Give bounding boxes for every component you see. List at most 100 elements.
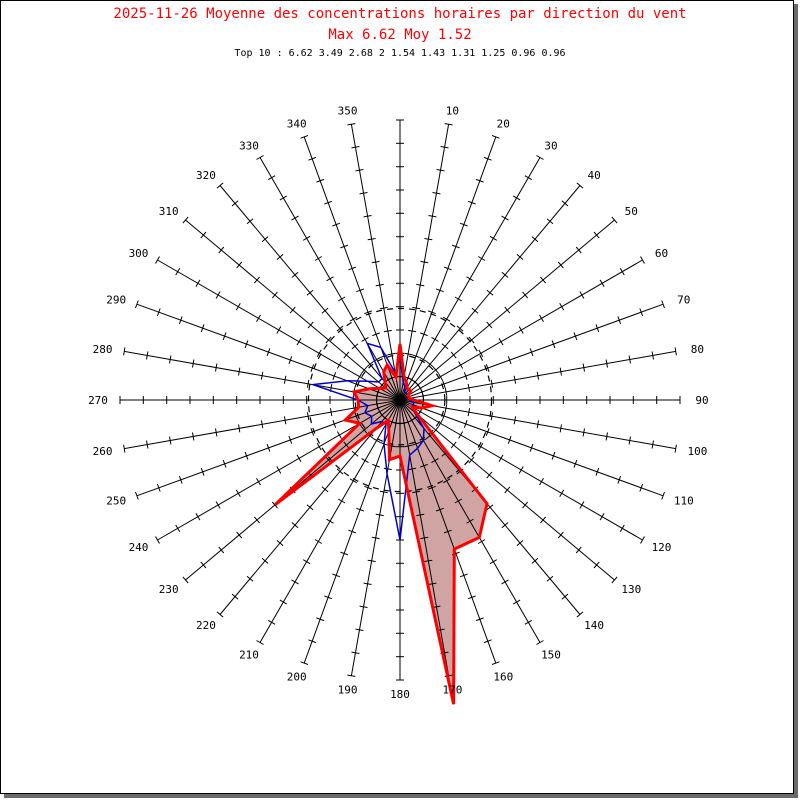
direction-label-190: 190 [338,684,358,697]
tick [536,640,544,645]
tick [380,354,388,358]
tick [371,536,380,540]
tick [178,316,183,325]
tick [518,466,524,474]
tick [557,531,564,539]
tick [256,640,264,645]
tick [483,639,492,644]
tick [498,454,504,463]
tick [343,441,350,449]
tick [354,412,358,420]
tick [314,256,323,261]
tick [507,435,512,444]
direction-label-70: 70 [677,293,690,306]
tick [450,441,457,449]
tick [477,539,486,544]
tick [361,426,368,434]
tick [324,200,333,205]
tick [536,420,540,429]
direction-label-120: 120 [652,541,672,554]
direction-label-230: 230 [159,583,179,596]
tick [420,463,428,468]
tick [516,540,524,546]
tick [195,279,201,288]
tick [426,361,434,368]
tick [468,456,475,464]
direction-label-300: 300 [129,247,149,260]
direction-label-240: 240 [129,541,149,554]
tick [266,348,271,357]
tick [364,310,372,315]
tick [575,546,582,554]
tick [444,404,448,413]
direction-label-60: 60 [655,247,668,260]
tick [466,518,474,524]
tick [491,135,500,139]
tick [300,661,309,665]
tick [321,307,329,314]
direction-label-320: 320 [196,169,216,182]
tick [573,459,578,468]
direction-label-140: 140 [584,619,604,632]
tick [372,437,381,443]
tick [640,536,645,544]
tick [200,231,207,239]
tick [617,475,622,484]
tick [178,475,183,484]
tick [256,314,261,323]
tick [428,485,436,490]
tick [424,238,433,241]
tick [231,593,239,600]
tick [215,363,218,372]
tick [444,123,453,126]
tick [306,504,314,511]
tick [431,458,439,464]
tick [291,215,299,221]
tick [582,428,585,437]
tick [575,246,582,254]
tick [266,443,271,452]
tick [296,337,302,346]
tick [501,271,509,278]
tick [512,195,521,201]
tick [483,156,492,161]
tick [349,478,358,484]
tick [512,599,521,605]
chart-subtitle: Max 6.62 Moy 1.52 [328,27,472,43]
tick [155,536,160,544]
tick [450,351,457,359]
tick [611,216,618,224]
tick [156,308,161,317]
tick [599,512,605,521]
tick [379,490,388,494]
tick [351,343,359,350]
tick [522,291,529,299]
tick [463,420,468,428]
tick [349,316,358,322]
tick [254,516,260,524]
direction-label-110: 110 [674,495,694,508]
tick [308,156,317,161]
direction-label-180: 180 [390,688,410,701]
tick [412,442,420,446]
tick [337,498,346,504]
tick [617,316,622,325]
tick [486,289,494,296]
direction-label-40: 40 [587,169,600,182]
tick [404,444,413,448]
tick [416,283,425,287]
direction-label-270: 270 [88,394,108,407]
tick [408,329,417,333]
tick [531,236,539,243]
tick [316,178,325,183]
top10-values: Top 10 : 6.62 3.49 2.68 2 1.54 1.43 1.31… [234,48,566,59]
tick [236,531,243,539]
tick [442,478,451,484]
tick [271,291,278,299]
tick [485,428,490,436]
tick [513,416,517,425]
tick [156,483,161,492]
tick [200,561,207,569]
center-point [395,395,405,405]
tick [215,291,221,299]
